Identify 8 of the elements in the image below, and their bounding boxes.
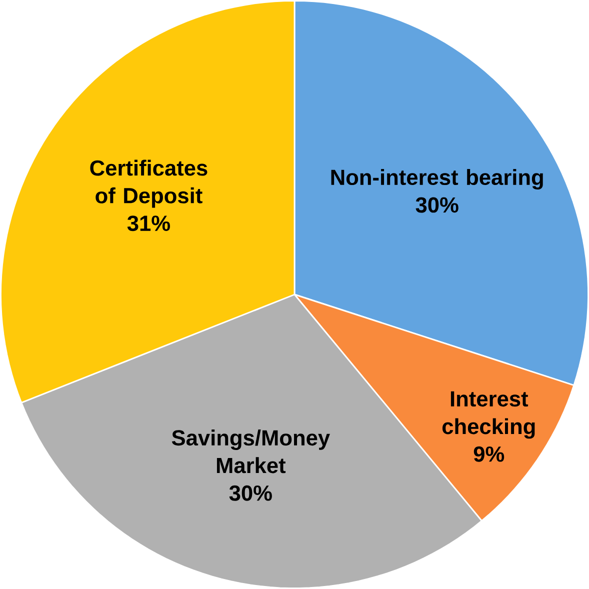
data-label: 31%	[127, 216, 170, 232]
data-label: 9%	[474, 446, 504, 462]
data-label: 30%	[416, 197, 458, 213]
data-label: 30%	[229, 485, 272, 501]
slice-label: Non-interest bearing	[331, 169, 543, 190]
slice-label: Savings/Money Market	[172, 430, 330, 474]
slice-label: Certificates of Deposit	[90, 160, 208, 208]
slice-label: Interest checking	[442, 391, 535, 439]
